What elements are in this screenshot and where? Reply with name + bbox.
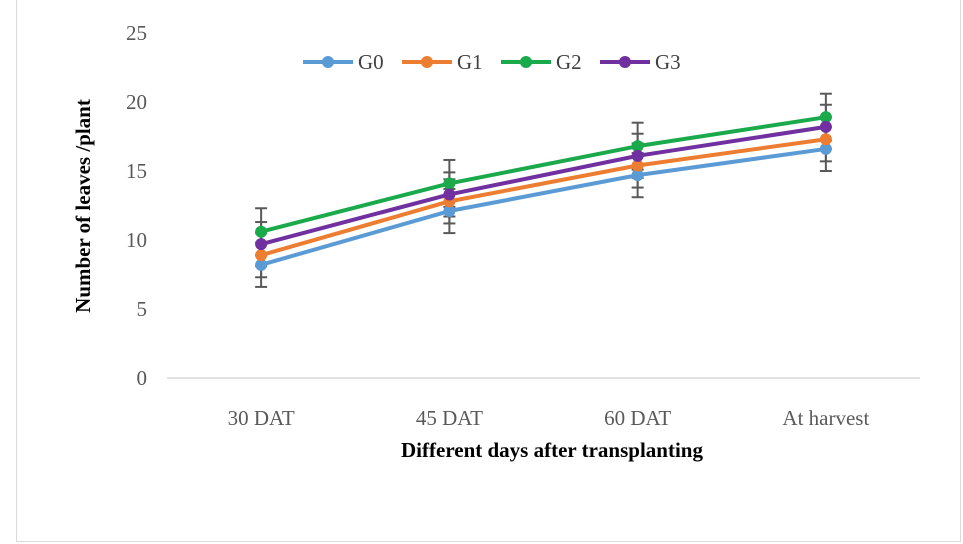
data-point-g3 bbox=[255, 238, 268, 251]
data-point-g2 bbox=[255, 225, 268, 238]
y-tick-label: 10 bbox=[126, 228, 147, 252]
data-point-g2 bbox=[631, 140, 644, 153]
data-point-g1 bbox=[819, 133, 832, 146]
legend-label: G1 bbox=[457, 50, 483, 74]
x-axis-ticks: 30 DAT 45 DAT 60 DAT At harvest bbox=[228, 406, 870, 430]
legend: G0 G1 G2 G3 bbox=[303, 50, 681, 74]
y-tick-label: 0 bbox=[137, 366, 148, 390]
error-bars bbox=[255, 92, 832, 288]
x-axis-title: Different days after transplanting bbox=[401, 438, 703, 462]
x-tick-label: At harvest bbox=[782, 406, 869, 430]
legend-swatch-marker bbox=[619, 56, 631, 68]
y-tick-label: 25 bbox=[126, 21, 147, 45]
data-point-g2 bbox=[443, 177, 456, 190]
data-point-g3 bbox=[819, 120, 832, 133]
legend-swatch-marker bbox=[322, 56, 334, 68]
data-point-g0 bbox=[255, 258, 268, 271]
x-tick-label: 45 DAT bbox=[416, 406, 483, 430]
data-point-g1 bbox=[255, 249, 268, 262]
y-axis-ticks: 0 5 10 15 20 25 bbox=[126, 21, 147, 390]
y-tick-label: 20 bbox=[126, 90, 147, 114]
series-line-g2 bbox=[260, 115, 827, 234]
legend-swatch-marker bbox=[421, 56, 433, 68]
data-point-g3 bbox=[443, 188, 456, 201]
legend-label: G0 bbox=[358, 50, 384, 74]
data-point-g0 bbox=[819, 142, 832, 155]
series-lines bbox=[260, 115, 827, 267]
series-line-g0 bbox=[260, 146, 827, 267]
x-tick-label: 60 DAT bbox=[604, 406, 671, 430]
y-tick-label: 5 bbox=[137, 297, 148, 321]
series-line-g1 bbox=[260, 137, 827, 258]
data-point-g0 bbox=[631, 169, 644, 182]
series-points bbox=[255, 111, 832, 271]
legend-label: G3 bbox=[655, 50, 681, 74]
data-point-g3 bbox=[631, 149, 644, 162]
legend-label: G2 bbox=[556, 50, 582, 74]
data-point-g2 bbox=[819, 111, 832, 124]
y-tick-label: 15 bbox=[126, 159, 147, 183]
data-point-g0 bbox=[443, 205, 456, 218]
series-line-g3 bbox=[260, 124, 827, 247]
data-point-g1 bbox=[631, 159, 644, 172]
chart-frame bbox=[16, 0, 961, 542]
legend-swatch-marker bbox=[520, 56, 532, 68]
y-axis-title: Number of leaves /plant bbox=[71, 99, 95, 313]
x-tick-label: 30 DAT bbox=[228, 406, 295, 430]
